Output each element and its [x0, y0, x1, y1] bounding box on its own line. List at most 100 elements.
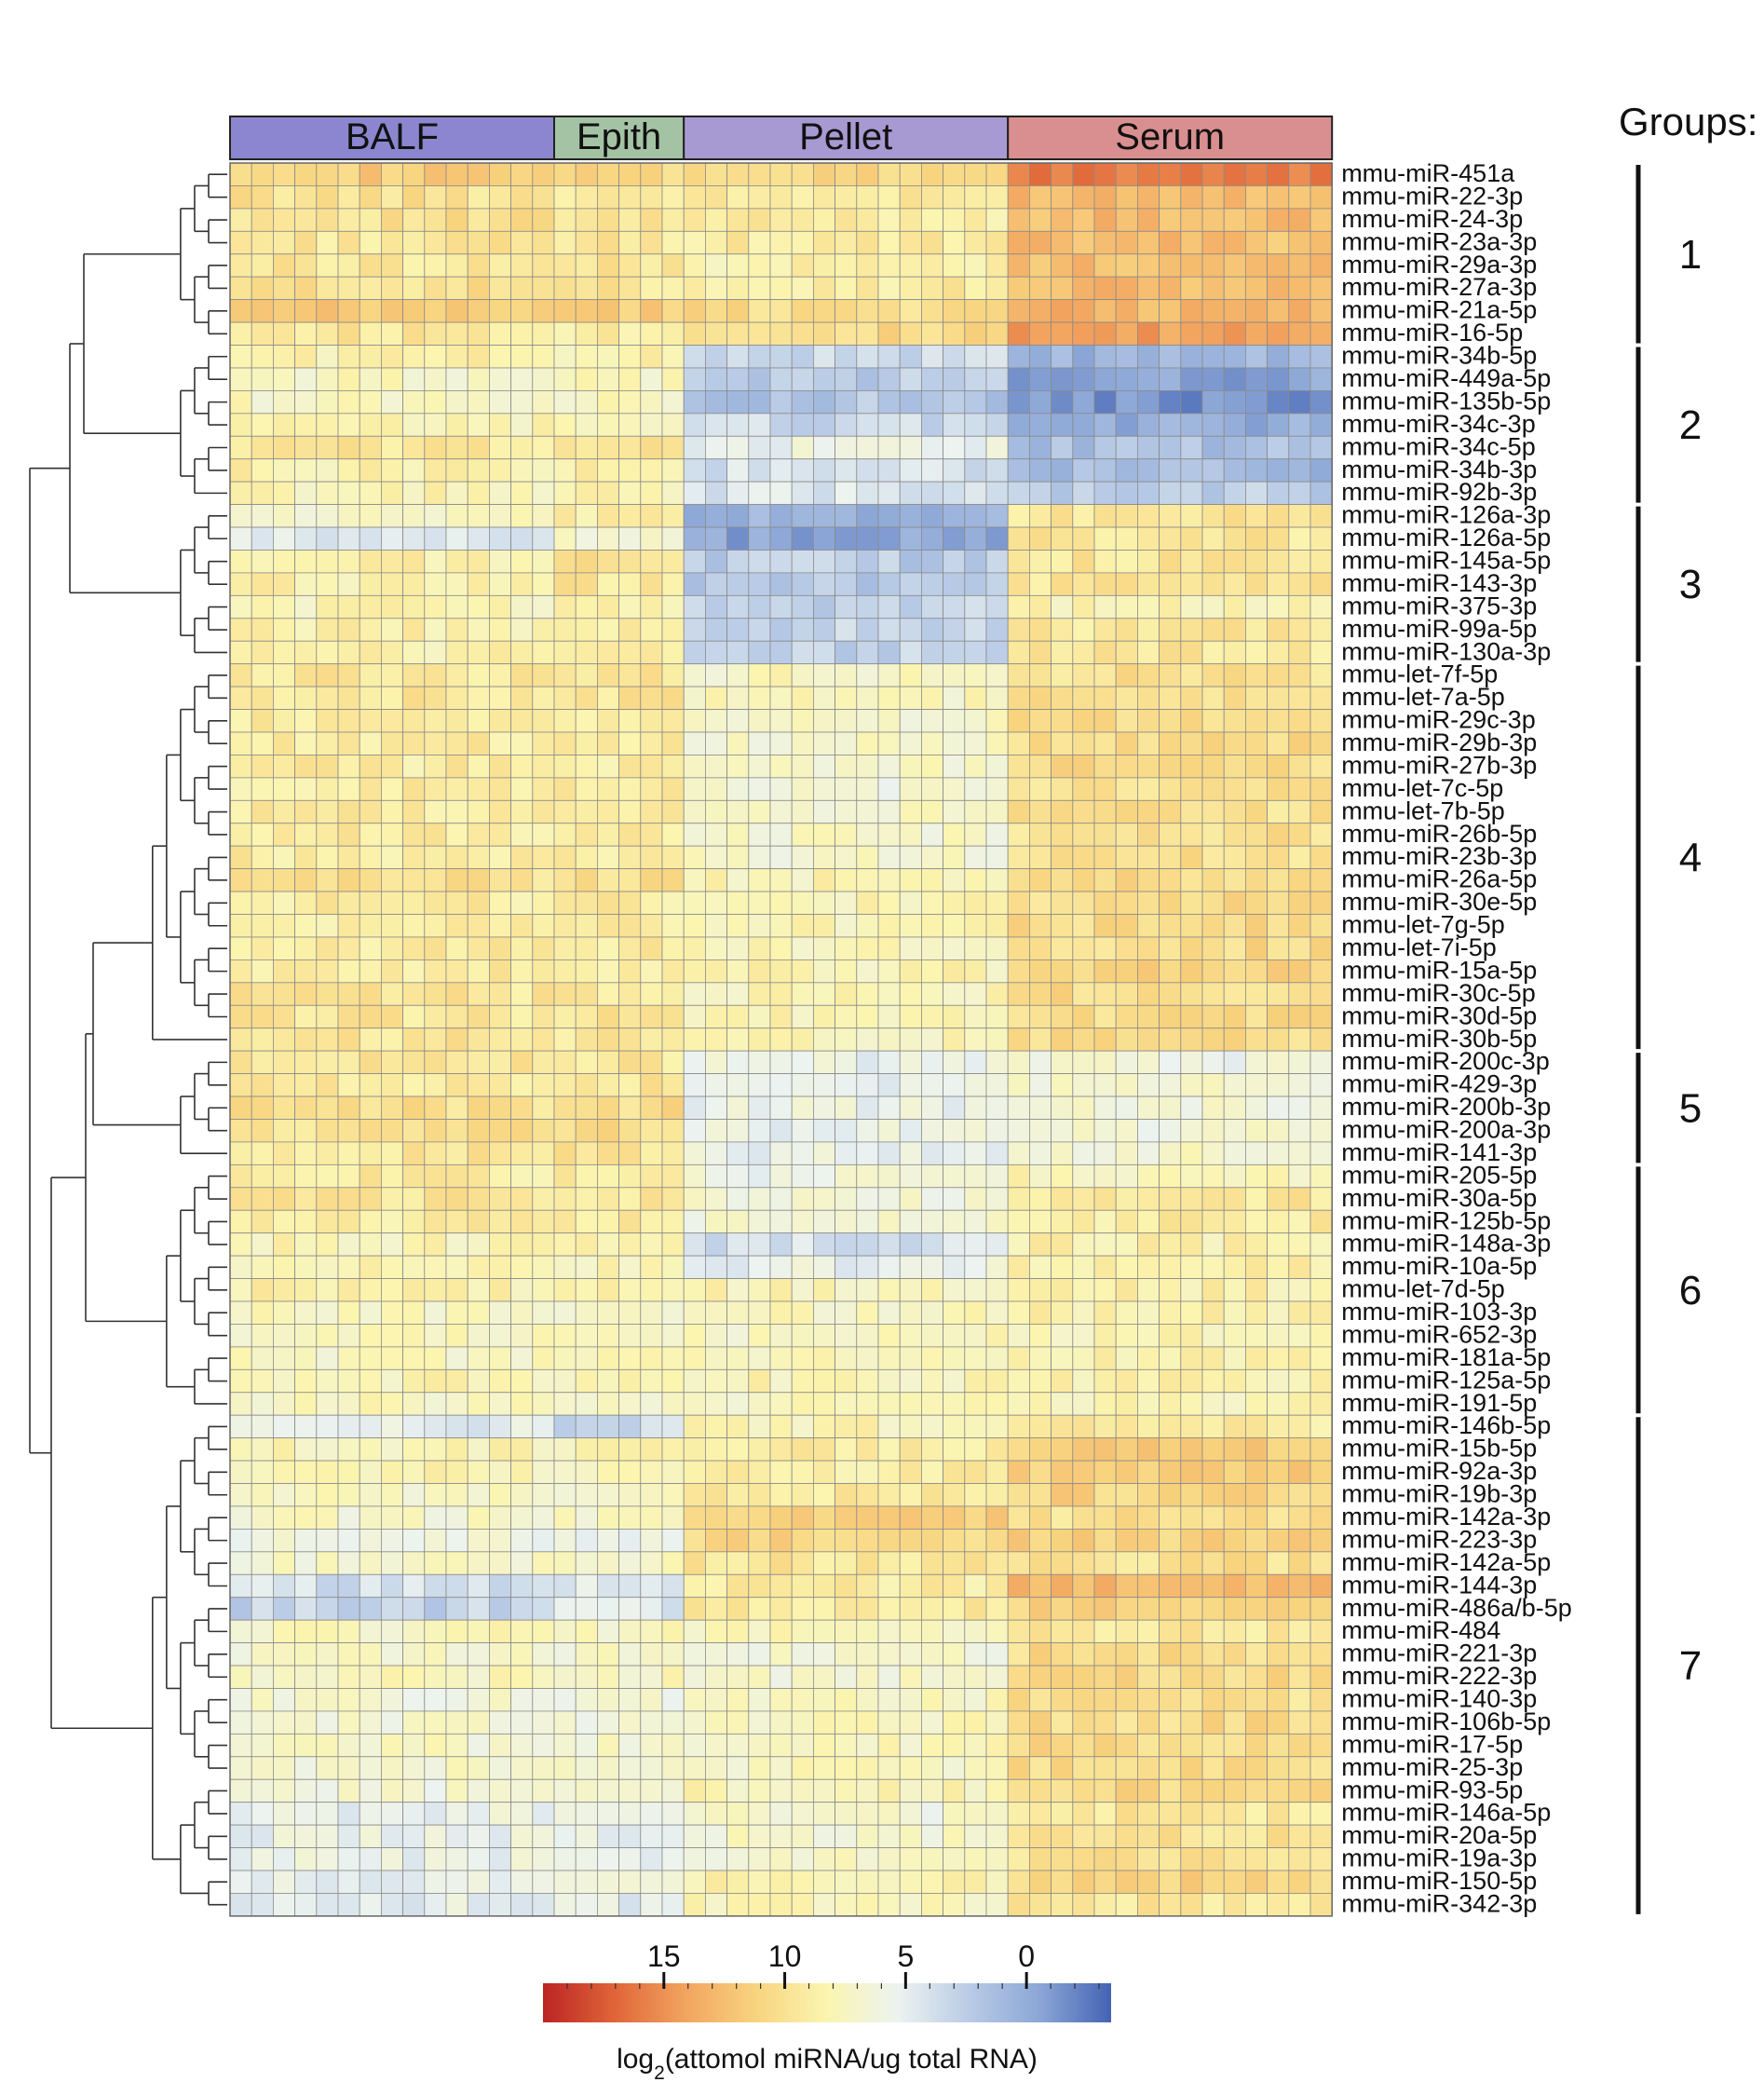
heatmap-cell: [813, 435, 836, 460]
heatmap-cell: [1309, 1733, 1333, 1758]
heatmap-cell: [985, 959, 1009, 984]
heatmap-cell: [877, 367, 901, 391]
heatmap-cell: [985, 1004, 1009, 1029]
heatmap-cell: [1072, 458, 1095, 483]
heatmap-cell: [856, 1346, 879, 1370]
heatmap-cell: [769, 594, 793, 619]
heatmap-cell: [640, 1187, 663, 1211]
heatmap-cell: [661, 1278, 685, 1302]
heatmap-cell: [272, 777, 295, 801]
heatmap-cell: [769, 709, 793, 733]
heatmap-cell: [835, 345, 858, 369]
heatmap-cell: [445, 1141, 468, 1165]
heatmap-cell: [272, 1255, 295, 1279]
heatmap-cell: [1180, 1324, 1203, 1348]
heatmap-cell: [402, 982, 426, 1006]
heatmap-cell: [964, 1710, 987, 1735]
heatmap-cell: [1159, 868, 1182, 892]
heatmap-cell: [1180, 1119, 1203, 1143]
heatmap-cell: [359, 1368, 382, 1394]
heatmap-cell: [899, 1414, 922, 1439]
heatmap-cell: [359, 1346, 382, 1370]
heatmap-cell: [251, 1073, 274, 1097]
heatmap-cell: [835, 1324, 858, 1348]
heatmap-cell: [921, 1824, 944, 1848]
heatmap-cell: [1245, 253, 1269, 278]
heatmap-cell: [705, 481, 728, 505]
heatmap-cell: [921, 572, 944, 596]
heatmap-cell: [640, 663, 663, 687]
heatmap-cell: [726, 982, 750, 1006]
column-group-headers: BALF Epith Pellet Serum: [229, 116, 1334, 160]
heatmap-cell: [1137, 1573, 1160, 1599]
heatmap-cell: [835, 1824, 858, 1848]
heatmap-cell: [1288, 1163, 1311, 1189]
heatmap-cell: [337, 1392, 360, 1416]
row-label: mmu-miR-24-3p: [1341, 205, 1523, 233]
heatmap-cell: [899, 731, 922, 755]
heatmap-cell: [1029, 367, 1052, 391]
heatmap-cell: [877, 526, 901, 551]
heatmap-cell: [1201, 230, 1225, 255]
heatmap-cell: [835, 1187, 858, 1211]
heatmap-cell: [1245, 709, 1269, 733]
heatmap-cell: [1137, 504, 1160, 528]
row-label: mmu-miR-29b-3p: [1341, 728, 1537, 756]
heatmap-cell: [856, 504, 879, 528]
heatmap-cell: [316, 1893, 339, 1917]
heatmap-cell: [943, 1870, 966, 1894]
heatmap-cell: [791, 1368, 814, 1394]
heatmap-cell: [467, 1141, 490, 1165]
heatmap-cell: [1029, 208, 1052, 232]
heatmap-cell: [380, 1368, 403, 1394]
heatmap-cell: [943, 435, 966, 460]
heatmap-cell: [1137, 1756, 1160, 1780]
heatmap-cell: [769, 504, 793, 528]
heatmap-cell: [1072, 389, 1095, 415]
heatmap-cell: [618, 823, 642, 847]
heatmap-cell: [251, 1847, 274, 1871]
heatmap-cell: [597, 550, 620, 574]
heatmap-cell: [877, 1300, 901, 1325]
heatmap-cell: [510, 1870, 534, 1894]
heatmap-cell: [1201, 1255, 1225, 1279]
heatmap-cell: [985, 731, 1009, 755]
heatmap-cell: [856, 1095, 879, 1120]
heatmap-cell: [921, 367, 944, 391]
heatmap-cell: [445, 1209, 468, 1234]
heatmap-cell: [1309, 1163, 1333, 1189]
heatmap-cell: [769, 1050, 793, 1075]
heatmap-cell: [1288, 1119, 1311, 1143]
heatmap-cell: [251, 1187, 274, 1211]
heatmap-cell: [1223, 435, 1246, 460]
heatmap-cell: [1223, 1756, 1246, 1780]
heatmap-cell: [813, 731, 836, 755]
heatmap-cell: [618, 1209, 642, 1234]
heatmap-cell: [251, 1756, 274, 1780]
heatmap-cell: [1137, 799, 1160, 824]
heatmap-cell: [877, 1232, 901, 1257]
heatmap-cell: [467, 1893, 490, 1917]
heatmap-cell: [1309, 1209, 1333, 1234]
heatmap-cell: [272, 413, 295, 437]
heatmap-cell: [921, 413, 944, 437]
heatmap-cell: [835, 731, 858, 755]
heatmap-cell: [510, 1893, 534, 1917]
row-label: mmu-miR-103-3p: [1341, 1298, 1537, 1326]
heatmap-cell: [229, 868, 252, 892]
heatmap-cell: [316, 162, 339, 186]
heatmap-cell: [618, 1437, 642, 1462]
heatmap-cell: [445, 481, 468, 505]
row-label: mmu-miR-429-3p: [1341, 1070, 1537, 1098]
heatmap-cell: [1115, 1824, 1138, 1848]
heatmap-cell: [618, 185, 642, 210]
heatmap-cell: [1159, 1414, 1182, 1439]
heatmap-cell: [1159, 1847, 1182, 1871]
heatmap-cell: [1201, 868, 1225, 892]
heatmap-cell: [640, 208, 663, 232]
heatmap-cell: [1029, 413, 1052, 437]
heatmap-cell: [489, 1597, 512, 1621]
heatmap-cell: [1093, 230, 1117, 255]
heatmap-cell: [229, 1483, 252, 1507]
heatmap-cell: [1029, 185, 1052, 210]
